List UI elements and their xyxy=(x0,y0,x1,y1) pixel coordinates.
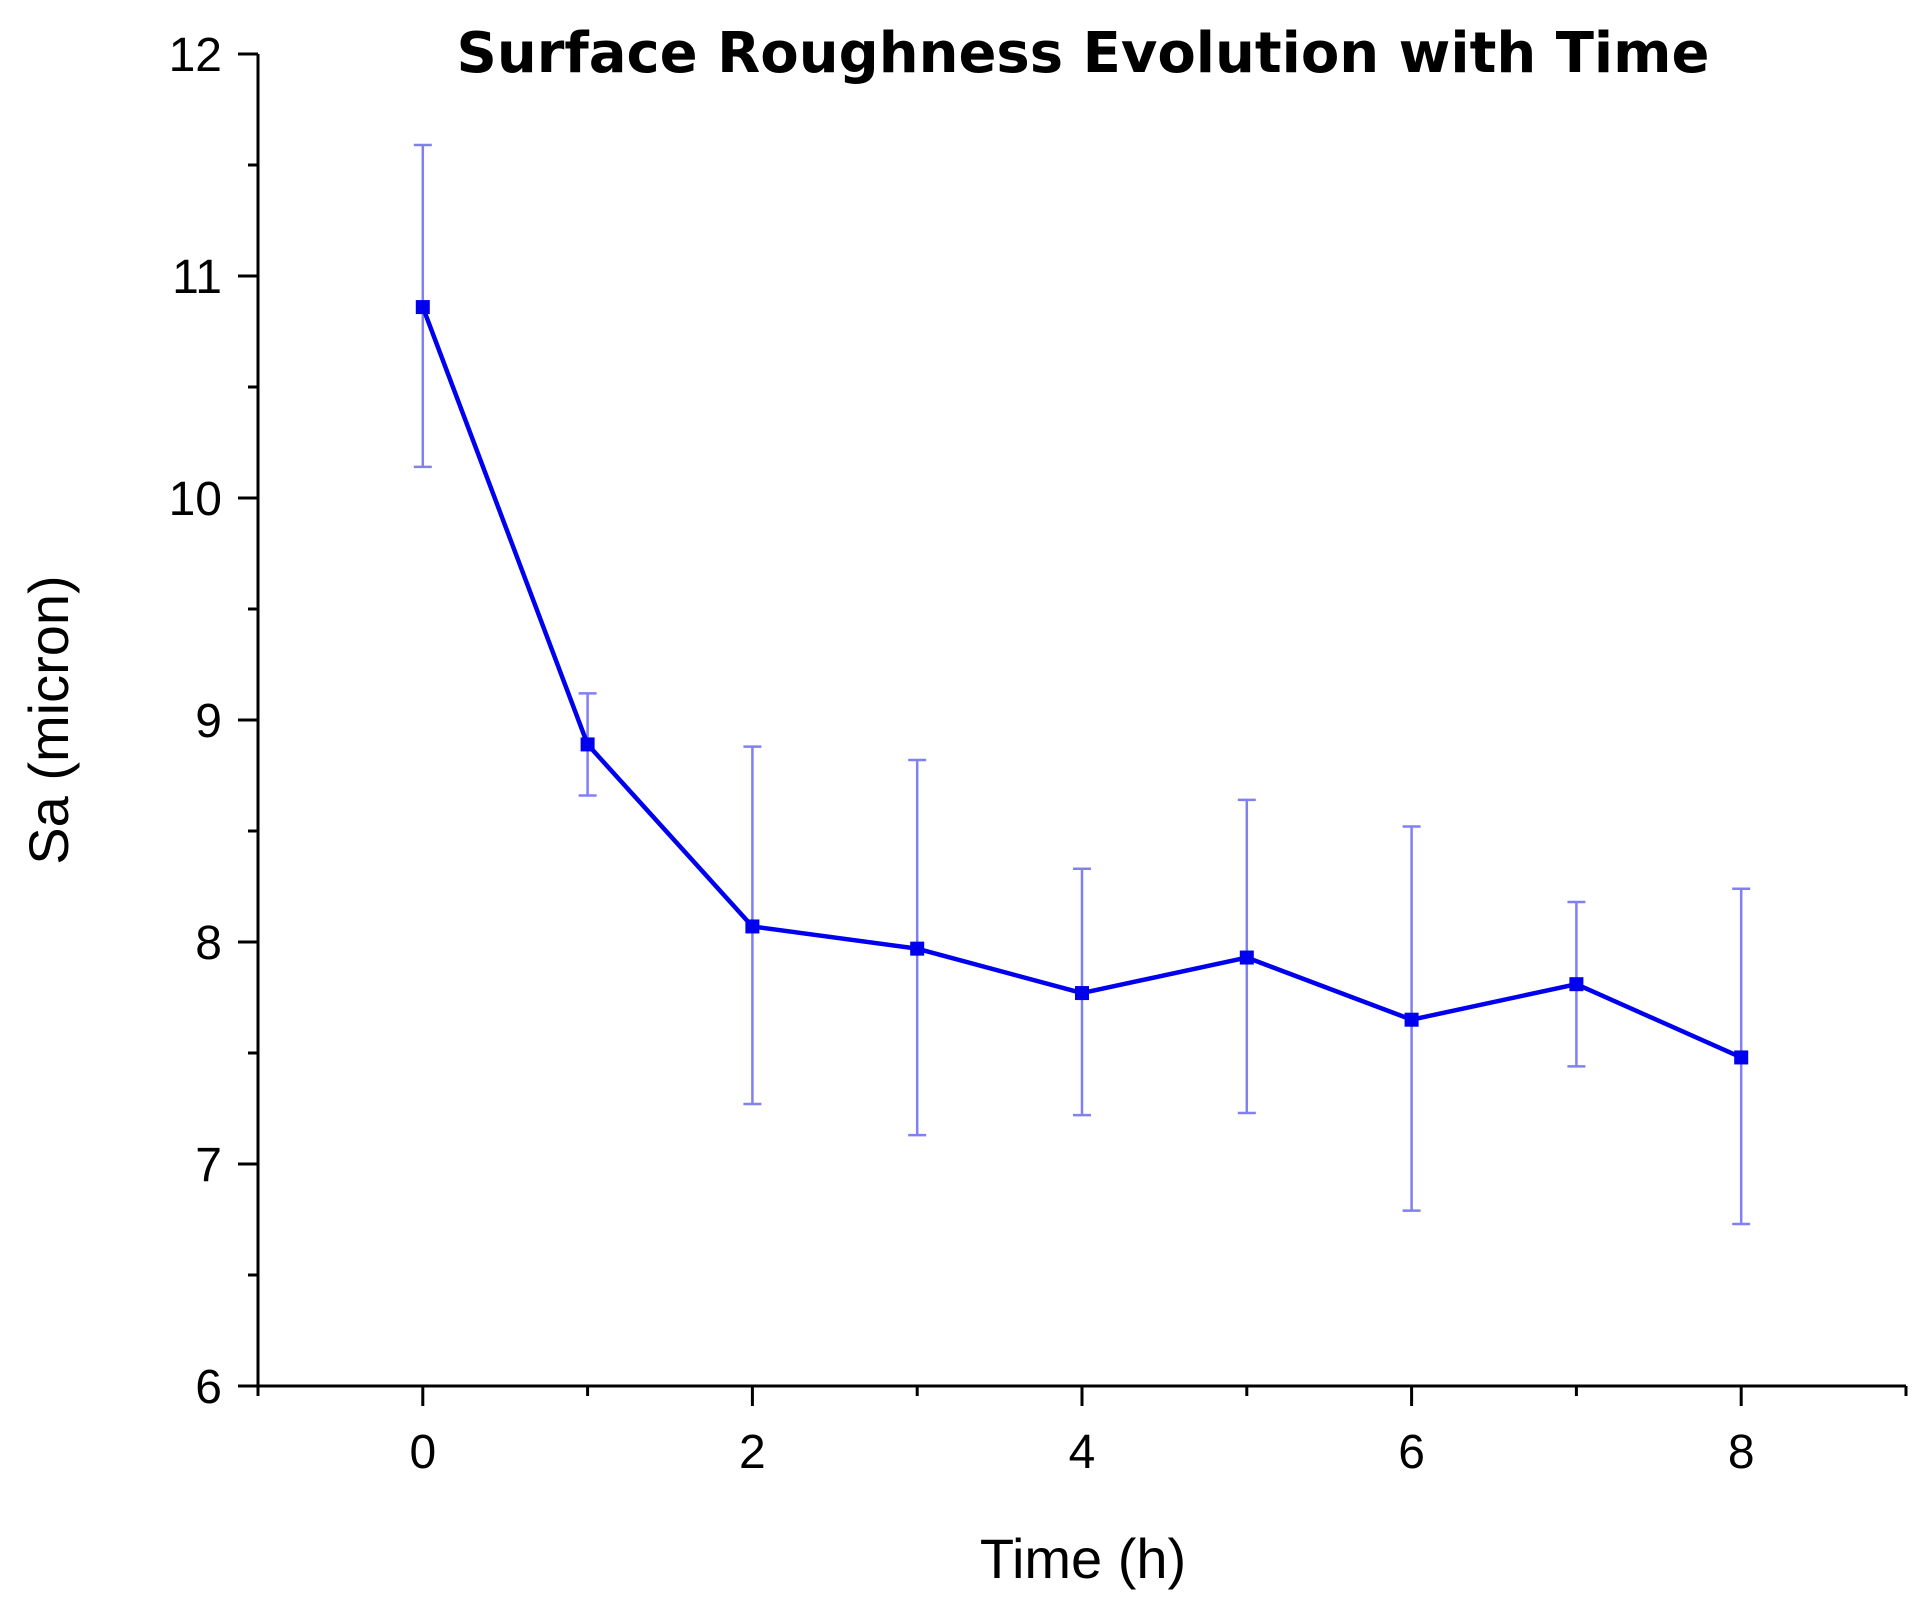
y-tick-label: 9 xyxy=(195,695,222,748)
y-tick-label: 10 xyxy=(169,473,222,526)
data-point xyxy=(1734,1050,1749,1065)
y-tick-label: 7 xyxy=(195,1139,222,1192)
x-tick-label: 8 xyxy=(1728,1426,1755,1479)
y-tick-label: 11 xyxy=(172,251,222,304)
chart-title: Surface Roughness Evolution with Time xyxy=(457,21,1710,86)
x-axis-label: Time (h) xyxy=(980,1527,1186,1590)
data-point xyxy=(1569,977,1584,992)
data-point xyxy=(580,737,595,752)
x-tick-label: 2 xyxy=(739,1426,766,1479)
y-axis-ticks: 6 7 8 9 10 11 12 xyxy=(169,29,258,1414)
data-point xyxy=(1075,986,1089,1001)
data-point xyxy=(415,300,430,315)
y-tick-label: 12 xyxy=(169,29,222,82)
x-tick-label: 0 xyxy=(409,1426,436,1479)
data-point xyxy=(910,941,925,956)
data-markers xyxy=(415,300,1749,1065)
error-bars xyxy=(413,143,1751,1226)
data-point xyxy=(1239,950,1254,965)
y-tick-label: 8 xyxy=(195,917,222,970)
y-axis-label: Sa (micron) xyxy=(17,575,80,864)
data-point xyxy=(745,919,760,934)
x-tick-label: 6 xyxy=(1398,1426,1425,1479)
x-tick-label: 4 xyxy=(1069,1426,1096,1479)
x-axis-ticks: 0 2 4 6 8 xyxy=(256,1386,1908,1479)
y-tick-label: 6 xyxy=(195,1361,222,1414)
data-point xyxy=(1404,1012,1419,1027)
